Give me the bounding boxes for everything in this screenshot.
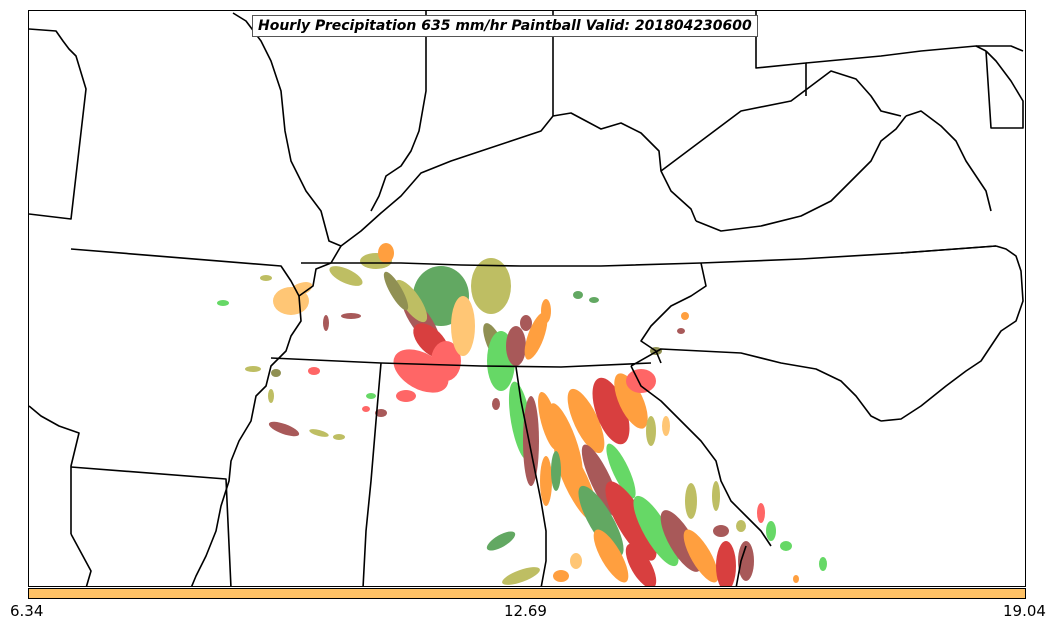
paint-blob — [268, 389, 274, 403]
paint-blob — [309, 429, 329, 437]
colorbar-max-label: 19.04 — [1003, 602, 1046, 620]
paint-blob — [271, 369, 281, 377]
paint-blob — [780, 541, 792, 551]
paint-blob — [738, 541, 754, 581]
paint-blob — [551, 451, 561, 491]
paint-blob — [819, 557, 827, 571]
paint-blob — [329, 266, 363, 286]
paint-blob — [375, 409, 387, 417]
paint-blob — [524, 312, 548, 360]
paint-blob — [268, 421, 300, 437]
paint-blob — [520, 315, 532, 331]
paint-blob — [677, 328, 685, 334]
paint-blob — [506, 326, 526, 366]
colorbar-mid-label: 12.69 — [504, 602, 547, 620]
paint-blob — [323, 315, 329, 331]
paint-blob — [502, 567, 540, 585]
paint-blob — [589, 297, 599, 303]
paint-blob — [394, 279, 428, 323]
paint-blob — [573, 291, 583, 299]
paint-blob — [625, 543, 657, 586]
state-boundaries — [29, 11, 1024, 586]
paint-blob — [523, 396, 539, 486]
paint-blob — [712, 481, 720, 511]
precipitation-paintball — [217, 243, 827, 586]
paint-blob — [578, 485, 624, 557]
paint-blob — [362, 406, 370, 412]
paint-blob — [396, 390, 416, 402]
colorbar-min-label: 6.34 — [10, 602, 44, 620]
map-panel — [28, 10, 1026, 587]
paint-blob — [681, 312, 689, 320]
paint-blob — [614, 373, 648, 429]
paint-blob — [383, 271, 409, 311]
paint-blob — [308, 367, 320, 375]
paint-blob — [553, 570, 569, 582]
paint-blob — [593, 529, 629, 583]
paint-blob — [646, 416, 656, 446]
paint-blob — [662, 416, 670, 436]
paint-blob — [606, 443, 636, 499]
paint-blob — [757, 503, 765, 523]
paint-blob — [605, 481, 657, 561]
paint-blob — [366, 393, 376, 399]
map-canvas — [29, 11, 1024, 586]
colorbar — [28, 588, 1026, 599]
paint-blob — [793, 575, 799, 583]
paint-blob — [217, 300, 229, 306]
paint-blob — [541, 299, 551, 323]
paint-blob — [451, 296, 475, 356]
paint-blob — [289, 282, 313, 296]
paint-blob — [378, 243, 394, 263]
paint-blob — [716, 541, 736, 586]
map-title: Hourly Precipitation 635 mm/hr Paintball… — [252, 15, 758, 37]
paint-blob — [633, 495, 679, 567]
paint-blob — [592, 377, 630, 445]
paint-blob — [736, 520, 746, 532]
paint-blob — [471, 258, 511, 314]
paint-blob — [260, 275, 272, 281]
paint-blob — [540, 456, 552, 506]
paint-blob — [492, 398, 500, 410]
paint-blob — [486, 531, 516, 551]
paint-blob — [683, 529, 719, 583]
paint-blob — [570, 553, 582, 569]
paint-blob — [567, 388, 605, 454]
paint-blob — [685, 483, 697, 519]
paint-blob — [333, 434, 345, 440]
paint-blob — [713, 525, 729, 537]
paint-blob — [245, 366, 261, 372]
paint-blob — [341, 313, 361, 319]
paint-blob — [626, 369, 656, 393]
paint-blob — [431, 341, 461, 381]
paint-blob — [766, 521, 776, 541]
